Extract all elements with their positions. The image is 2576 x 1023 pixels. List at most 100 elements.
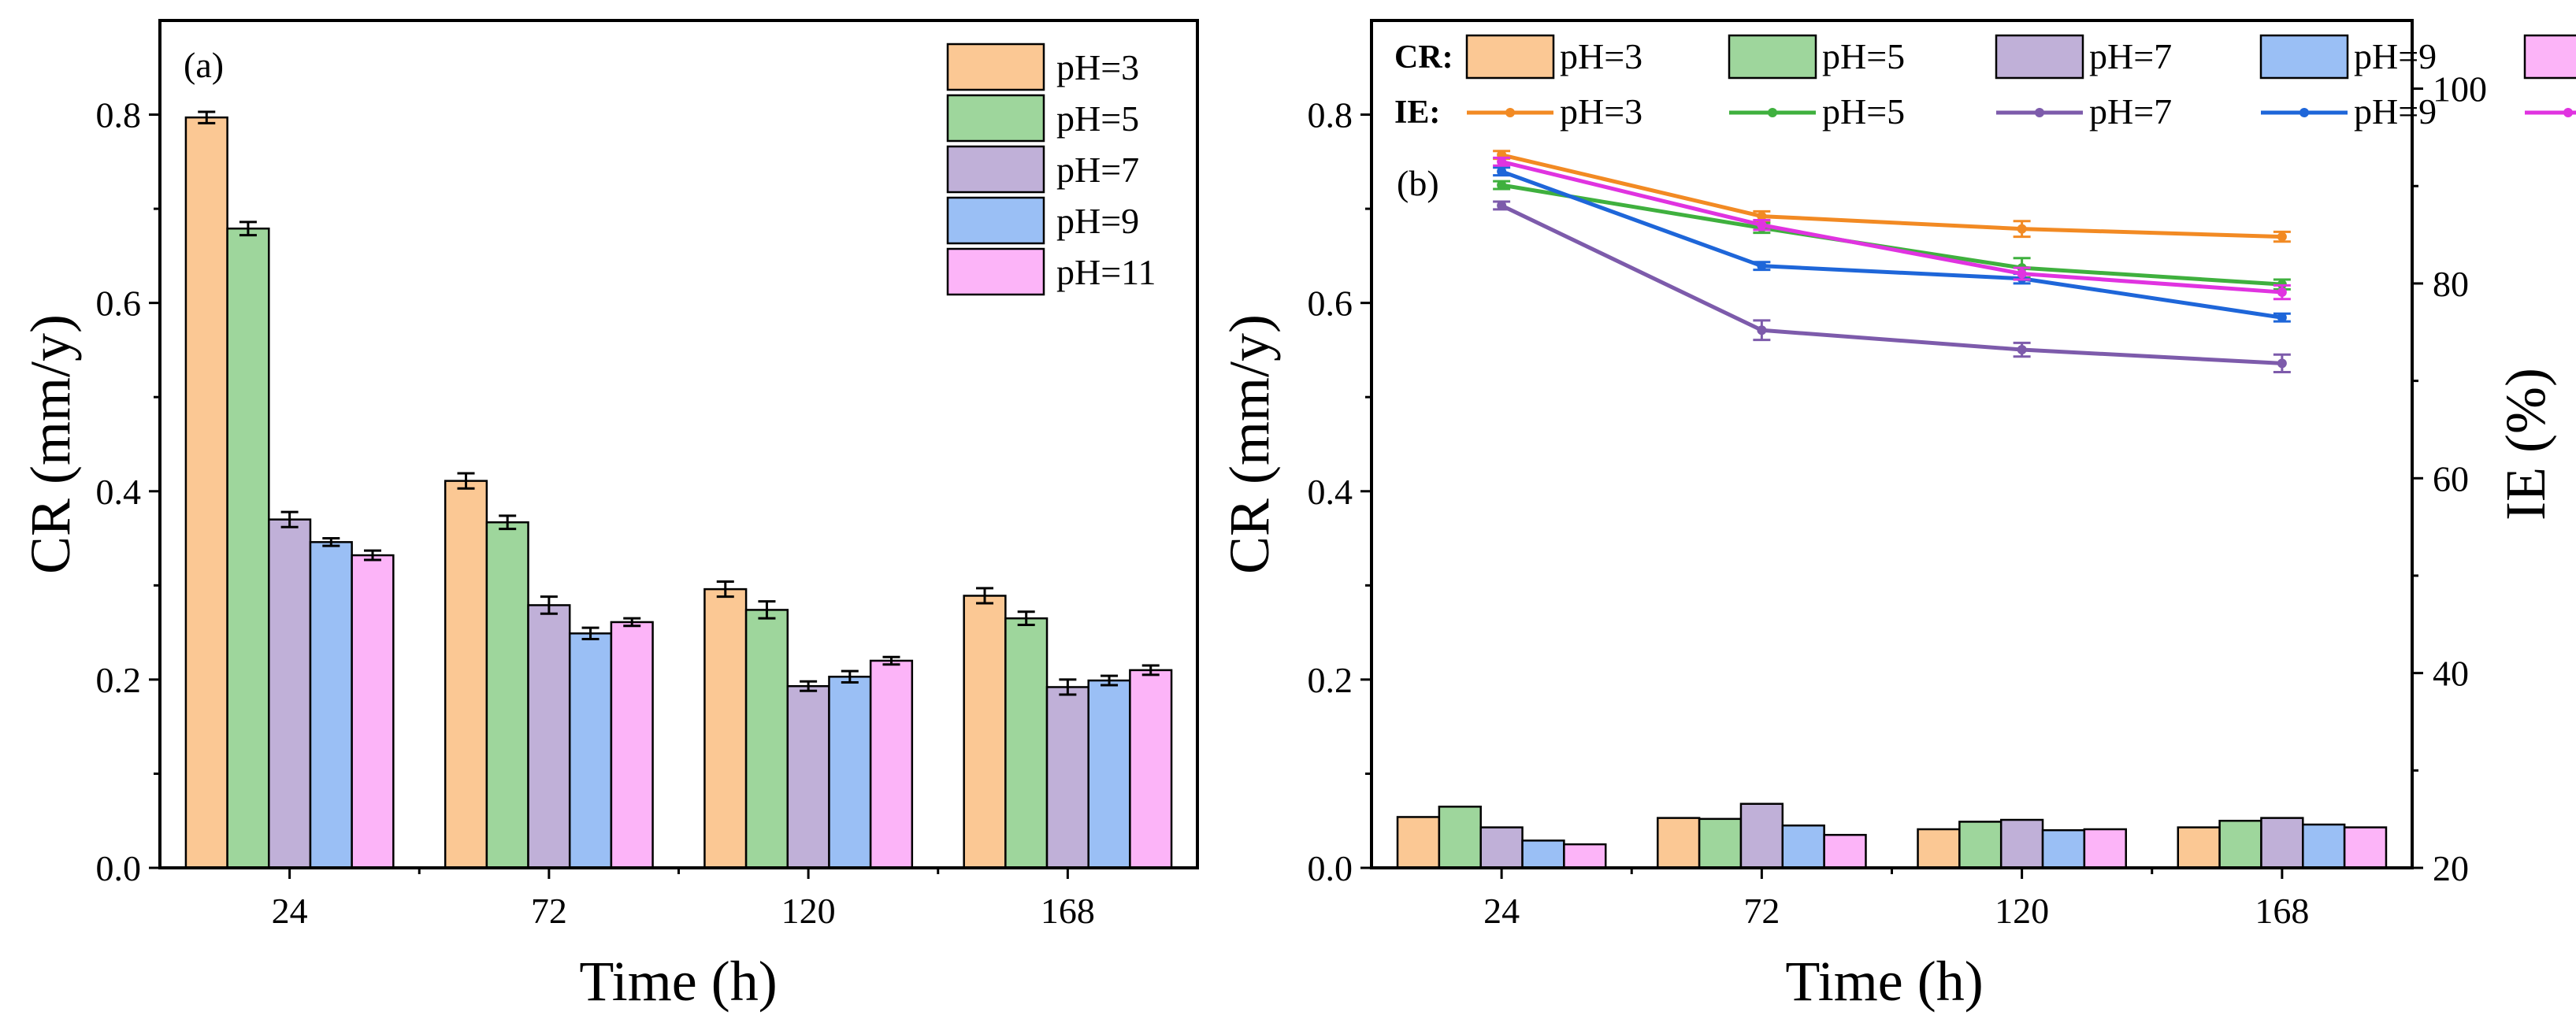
panel-b-lines [1493, 150, 2291, 373]
panel-b-bar-pH=11-24 [1563, 843, 1607, 869]
panel-a-legend-swatch-pH=11 [946, 247, 1045, 296]
panel-b-ie-point-pH=11-120 [2017, 269, 2027, 279]
panel-a-x-tick-label: 24 [272, 891, 308, 931]
panel-b-legend-cr-swatch-pH=3 [1465, 34, 1555, 80]
panel-a-error-bar [841, 669, 859, 684]
panel-b-ie-point-pH=5-24 [1497, 180, 1507, 191]
panel-a-bar-pH=11-120 [869, 659, 914, 869]
panel-a-error-bar [882, 655, 900, 666]
panel-a-bar-pH=7-24 [268, 518, 312, 869]
panel-a-bar-pH=5-24 [226, 227, 270, 869]
panel-b-y2-tick-label: 60 [2433, 458, 2469, 499]
panel-b-y2-tick-label: 20 [2433, 848, 2469, 888]
panel-b-ie-point-pH=11-72 [1757, 220, 1767, 230]
panel-b-ie-point-pH=3-120 [2017, 224, 2027, 234]
panel-b-y2-tick-label: 80 [2433, 264, 2469, 304]
panel-b-ie-line-pH=3 [1501, 153, 2282, 239]
panel-b-bar-pH=9-120 [2041, 828, 2086, 869]
panel-a-bar-pH=5-120 [744, 609, 789, 869]
panel-b-legend-ie-marker [2563, 108, 2573, 117]
panel-b-legend-cr-swatch-pH=11 [2523, 34, 2576, 80]
panel-b-legend-ie-marker [1505, 108, 1515, 117]
panel-b-bar-pH=7-120 [1999, 818, 2044, 869]
panel-b-bar-pH=5-168 [2218, 819, 2262, 869]
panel-a-error-bar [540, 595, 558, 615]
panel-a-bar-pH=9-168 [1087, 679, 1131, 869]
panel-a-bar-pH=9-120 [828, 676, 872, 869]
panel-b-legend-cr-label: CR: [1394, 39, 1453, 76]
panel-a-bar-pH=9-24 [309, 541, 353, 869]
panel-a-axes: 0.0 0.2 0.4 0.6 0.8 24 72 120 168 [96, 95, 1095, 931]
panel-b-legend: CR:IE:pH=3pH=5pH=7pH=9pH=11pH=3pH=5pH=7p… [1394, 34, 2576, 132]
panel-b-chart: 0.0 0.2 0.4 0.6 0.8 24 72 120 168 20 40 60 80 100 (b)… [1218, 19, 2576, 1013]
panel-b-x-tick-label: 120 [1995, 891, 2049, 931]
panel-b-bar-pH=3-72 [1657, 817, 1701, 869]
panel-b-ie-point-pH=7-72 [1757, 325, 1767, 335]
panel-a-error-bar [198, 110, 216, 124]
panel-b-legend-ie-label: pH=5 [1822, 91, 1905, 132]
panel-b-ie-point-pH=11-168 [2277, 287, 2287, 298]
panel-b-ie-line-pH=11 [1501, 159, 2283, 295]
panel-b-plot-frame [1370, 19, 2414, 869]
panel-b-bar-pH=5-120 [1958, 821, 2003, 869]
panel-b-ie-point-pH=11-24 [1497, 157, 1507, 167]
panel-a-y-tick-label: 0.6 [96, 284, 142, 324]
panel-b-ie-line-pH=7 [1501, 203, 2283, 365]
panel-a-legend-swatch-pH=3 [946, 43, 1045, 91]
panel-b-x-tick-label: 168 [2255, 891, 2309, 931]
panel-a-bar-pH=3-168 [963, 595, 1007, 869]
panel-b-bars [1396, 802, 2388, 869]
panel-a-legend-label: pH=11 [1056, 252, 1156, 292]
panel-a-error-bar [457, 472, 475, 490]
panel-a-error-bar [239, 221, 257, 237]
panel-a-bars [184, 116, 1173, 869]
panel-a-error-bar [758, 600, 776, 620]
panel-a-error-bar [800, 680, 818, 692]
panel-a-x-axis-title: Time (h) [579, 950, 777, 1013]
panel-b-axes: 0.0 0.2 0.4 0.6 0.8 24 72 120 168 20 40 60 80 100 [1308, 69, 2488, 931]
panel-b-label: (b) [1397, 163, 1439, 203]
panel-a-error-bar [976, 587, 994, 605]
panel-b-legend-cr-label: pH=9 [2354, 36, 2437, 76]
panel-a-legend-swatch-pH=7 [946, 145, 1045, 194]
panel-a-y-tick-label: 0.4 [96, 472, 142, 512]
panel-a-bar-pH=9-72 [568, 632, 613, 869]
panel-b-ie-point-pH=7-24 [1497, 200, 1507, 210]
panel-a-legend-swatch-pH=5 [946, 94, 1045, 143]
panel-b-bar-pH=9-24 [1521, 840, 1565, 869]
panel-a-bar-pH=3-72 [444, 480, 488, 869]
panel-a-error-bar [499, 514, 517, 531]
panel-a-x-tick-label: 72 [531, 891, 567, 931]
panel-b-bar-pH=3-24 [1396, 816, 1441, 869]
panel-a-x-tick-label: 168 [1041, 891, 1095, 931]
panel-a-bar-pH=7-120 [786, 685, 830, 869]
panel-b-bar-pH=9-168 [2302, 823, 2346, 869]
panel-a-bar-pH=3-24 [184, 116, 228, 869]
panel-b-legend-cr-swatch-pH=7 [1995, 34, 2084, 80]
panel-a-legend-label: pH=3 [1056, 47, 1139, 87]
panel-b-y-tick-label: 0.0 [1308, 848, 1353, 888]
panel-b-bar-pH=5-72 [1698, 817, 1743, 869]
panel-a-bar-pH=3-120 [703, 587, 748, 869]
panel-a-bar-pH=11-168 [1129, 669, 1173, 869]
panel-b-ie-point-pH=9-24 [1497, 166, 1507, 176]
panel-b-legend-cr-label: pH=3 [1560, 36, 1642, 76]
panel-a-bar-pH=7-168 [1045, 686, 1089, 869]
panel-a-bar-pH=5-168 [1004, 617, 1049, 869]
panel-b-ie-line-pH=9 [1501, 169, 2283, 320]
panel-b-x-tick-label: 24 [1483, 891, 1520, 931]
panel-a-bar-pH=11-24 [351, 554, 395, 869]
panel-b-y2-tick-label: 40 [2433, 654, 2469, 694]
panel-a-legend-swatch-pH=9 [946, 196, 1045, 245]
panel-b-bar-pH=7-72 [1739, 802, 1784, 869]
panel-b-x-tick-label: 72 [1743, 891, 1780, 931]
panel-b-bar-pH=7-168 [2260, 817, 2304, 869]
panel-b-bar-pH=7-24 [1479, 826, 1524, 869]
panel-a-error-bar [1017, 610, 1035, 627]
panel-a-y-tick-label: 0.8 [96, 95, 142, 135]
panel-a-error-bar [716, 580, 734, 599]
panel-b-y-tick-label: 0.6 [1308, 284, 1353, 324]
panel-a-legend-label: pH=7 [1056, 150, 1139, 190]
panel-a-error-bar [280, 510, 299, 528]
